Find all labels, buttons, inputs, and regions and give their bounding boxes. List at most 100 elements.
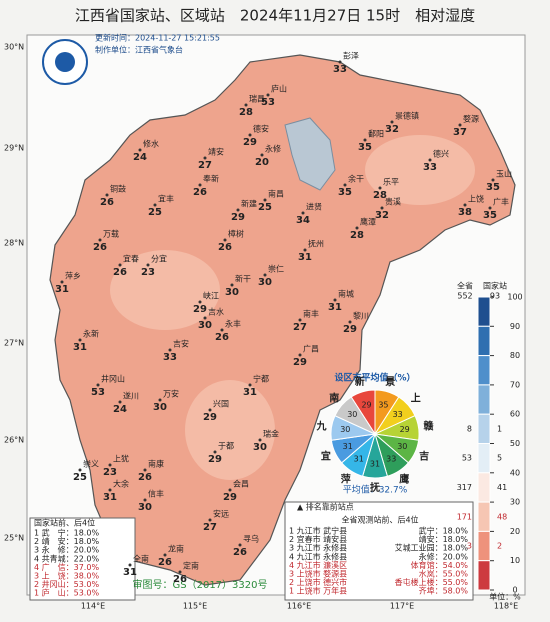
station-name: 新干 (235, 274, 251, 284)
station-value: 30 (138, 502, 152, 513)
pie-value: 35 (378, 401, 388, 410)
station-name: 会昌 (233, 479, 249, 489)
humidity-patch (185, 380, 275, 480)
rank-row: 1 庐 山：53.0% (34, 588, 99, 598)
station-dot (158, 398, 162, 402)
station-name: 广丰 (493, 197, 509, 207)
station-dot (355, 226, 359, 230)
station-dot (338, 60, 342, 64)
station-name: 全南 (133, 554, 149, 564)
national-rank-box (29, 517, 136, 601)
bin-count: 53 (462, 454, 472, 463)
rank-row: 3 九江市 永修县 (289, 543, 347, 553)
station-dot (380, 206, 384, 210)
lat-label: 25°N (4, 534, 24, 543)
rank-row: 4 九江市 濂溪区 (289, 560, 347, 570)
station-value: 53 (261, 97, 275, 108)
colorbar-tick-label: 60 (510, 410, 520, 419)
lat-label: 26°N (4, 436, 24, 445)
station-dot (208, 518, 212, 522)
station-name: 崇义 (83, 460, 99, 469)
station-value: 30 (253, 442, 267, 453)
station-dot (213, 450, 217, 454)
colorbar-bin (477, 355, 491, 386)
lat-label: 28°N (4, 239, 24, 248)
station-dot (203, 156, 207, 160)
station-value: 27 (293, 322, 307, 333)
station-name: 定南 (183, 561, 199, 571)
station-value: 23 (141, 267, 155, 278)
station-dot (301, 211, 305, 215)
station-value: 26 (93, 242, 107, 253)
station-value: 24 (133, 152, 147, 163)
station-dot (153, 203, 157, 207)
rank-row: 2 井冈山：53.0% (34, 579, 99, 589)
station-dot (105, 193, 109, 197)
rank-row: 靖安：18.0% (419, 534, 469, 544)
humidity-patch (365, 135, 475, 205)
bin-count: 1 (497, 424, 502, 433)
station-dot (143, 468, 147, 472)
station-name: 寻乌 (243, 534, 259, 544)
station-value: 24 (113, 404, 127, 415)
station-dot (303, 248, 307, 252)
colorbar-tick-label: 10 (510, 556, 520, 565)
colorbar-bin (477, 560, 491, 591)
station-dot (168, 348, 172, 352)
lat-label: 29°N (4, 144, 24, 153)
station-dot (348, 320, 352, 324)
station-value: 31 (328, 302, 342, 313)
station-name: 贵溪 (385, 197, 401, 207)
station-value: 29 (208, 454, 222, 465)
pie-city: 南 (329, 392, 339, 405)
station-name: 瑞昌 (249, 94, 265, 104)
province-rank-box (284, 501, 474, 601)
station-value: 35 (358, 142, 372, 153)
station-value: 35 (483, 210, 497, 221)
station-value: 27 (203, 522, 217, 533)
pie-city: 宜 (321, 449, 331, 462)
station-dot (146, 263, 150, 267)
station-value: 26 (193, 187, 207, 198)
station-dot (138, 148, 142, 152)
update-time: 更新时间：2024-11-27 15:21:55 (95, 33, 220, 43)
station-dot (266, 93, 270, 97)
station-value: 31 (73, 342, 87, 353)
station-dot (60, 280, 64, 284)
station-value: 26 (215, 332, 229, 343)
pie-city: 吉 (419, 449, 429, 462)
lat-label: 27°N (4, 339, 24, 348)
station-name: 乐平 (383, 177, 399, 187)
station-name: 景德镇 (395, 111, 419, 121)
pie-city: 萍 (341, 472, 351, 485)
pie-city: 上 (411, 392, 421, 405)
station-value: 30 (198, 320, 212, 331)
station-value: 29 (223, 492, 237, 503)
rank-row: 艾城工业园：18.0% (395, 543, 469, 553)
station-dot (244, 103, 248, 107)
lon-label: 118°E (494, 602, 518, 611)
station-value: 37 (453, 127, 467, 138)
colorbar-bin (477, 413, 491, 445)
colorbar-tick-label: 80 (510, 351, 520, 360)
station-value: 27 (198, 160, 212, 171)
station-dot (248, 383, 252, 387)
legend-unit: 单位：% (489, 592, 521, 602)
rank-row: 1 九江市 武宁县 (289, 526, 347, 536)
station-name: 宜丰 (158, 194, 174, 204)
station-name: 庐山 (271, 84, 287, 94)
station-dot (343, 183, 347, 187)
station-name: 井冈山 (101, 374, 125, 384)
station-dot (178, 570, 182, 574)
pie-value: 31 (354, 455, 364, 464)
station-value: 26 (138, 472, 152, 483)
station-name: 吉水 (208, 307, 224, 317)
station-dot (220, 328, 224, 332)
station-value: 28 (350, 230, 364, 241)
station-dot (230, 283, 234, 287)
colorbar-bin (477, 325, 491, 357)
station-value: 29 (293, 357, 307, 368)
colorbar-tick-label: 30 (510, 498, 520, 507)
bin-count: 3 (467, 542, 472, 551)
